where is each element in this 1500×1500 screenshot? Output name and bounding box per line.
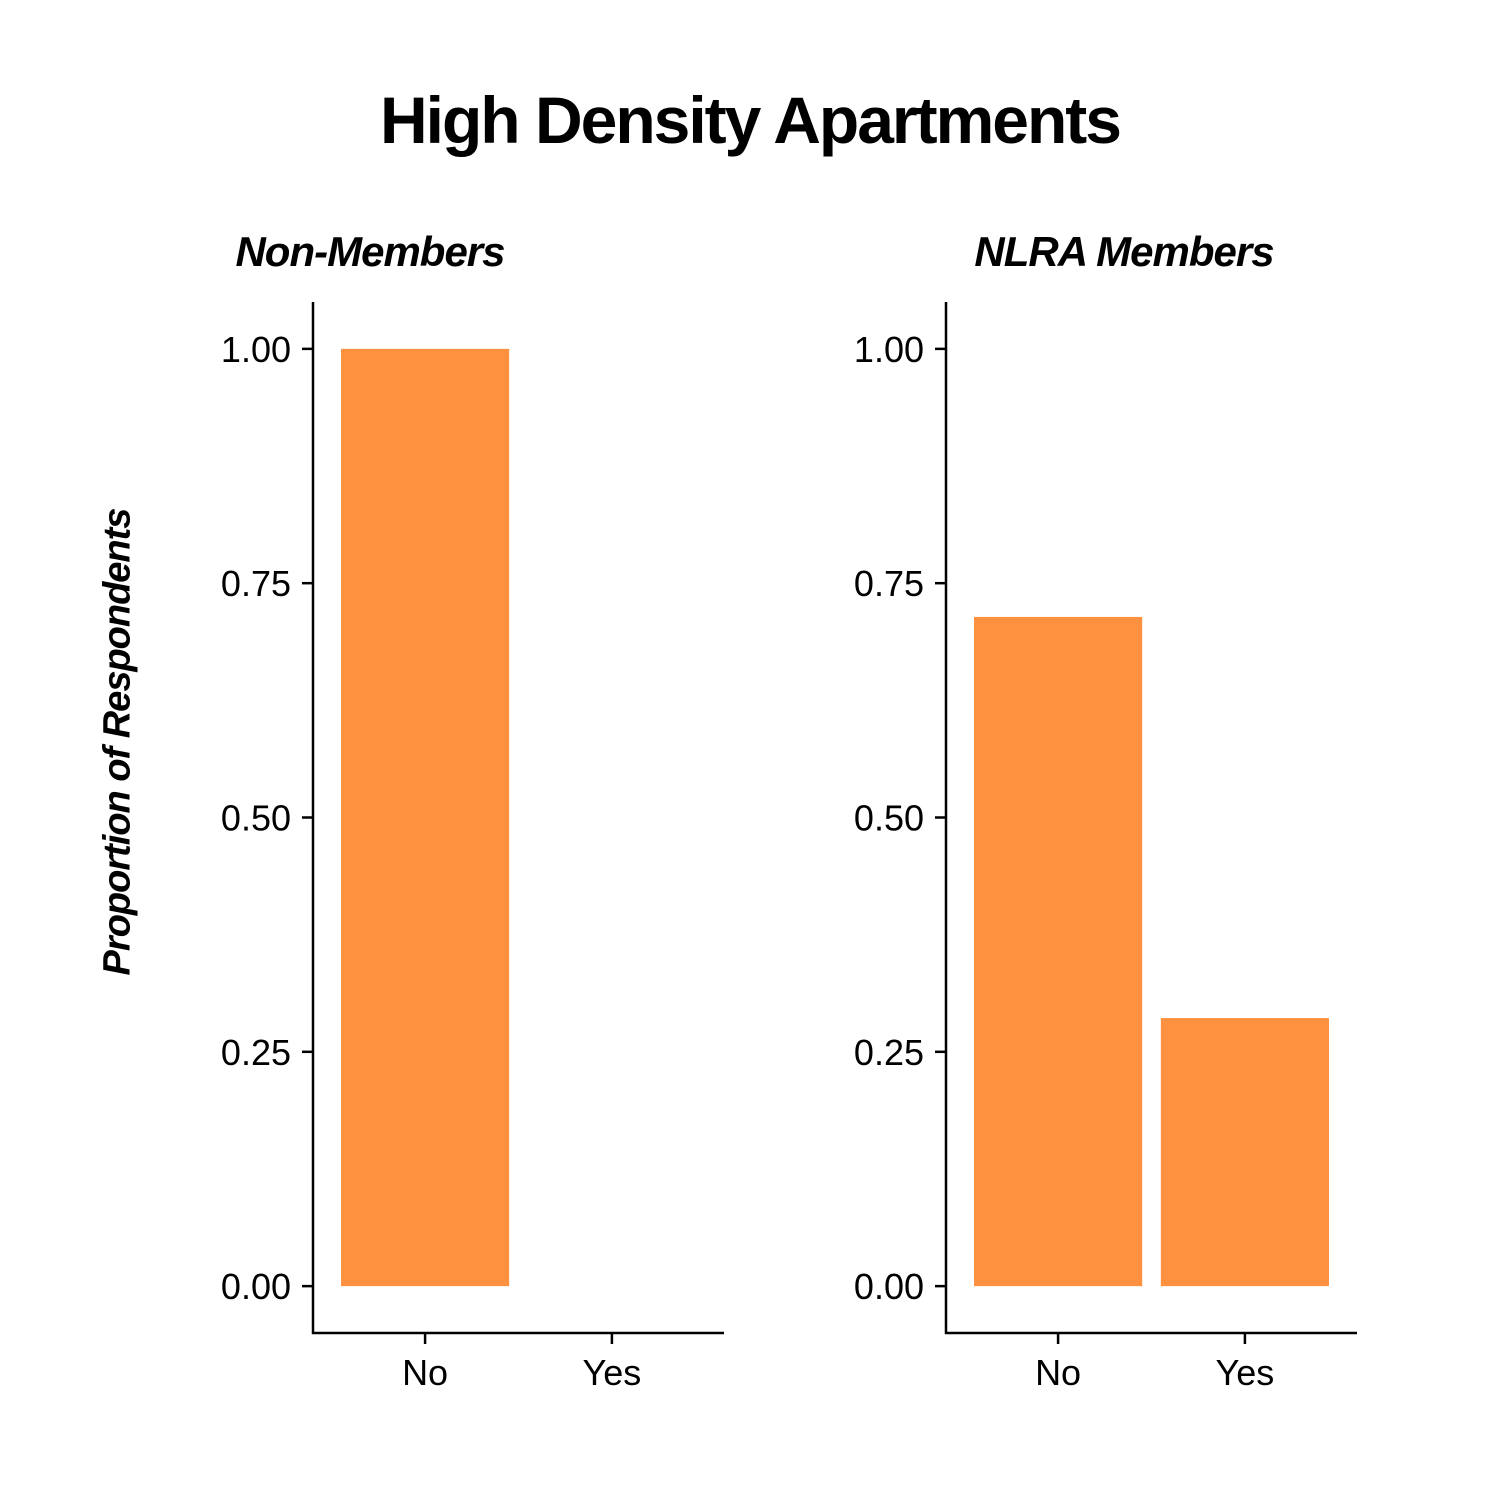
y-tick-label: 0.00 [854, 1266, 924, 1307]
y-tick-label: 0.50 [221, 798, 291, 839]
bar-1-no [341, 348, 510, 1287]
x-tick-label: Yes [1216, 1352, 1275, 1393]
bar-2-no [974, 616, 1143, 1287]
y-tick-label: 0.25 [221, 1032, 291, 1073]
chart-title: High Density Apartments [379, 83, 1122, 157]
y-tick-label: 0.00 [221, 1266, 291, 1307]
bar-2-yes [1160, 1018, 1329, 1287]
x-tick-label: No [402, 1352, 448, 1393]
facet-title-2: NLRA Members [974, 228, 1273, 275]
y-tick-label: 0.75 [221, 563, 291, 604]
y-tick-label: 1.00 [221, 329, 291, 370]
y-tick-label: 0.50 [854, 798, 924, 839]
x-tick-label: Yes [583, 1352, 642, 1393]
y-tick-label: 1.00 [854, 329, 924, 370]
x-tick-label: No [1035, 1352, 1081, 1393]
y-tick-label: 0.25 [854, 1032, 924, 1073]
y-tick-label: 0.75 [854, 563, 924, 604]
facet-title-1: Non-Members [235, 228, 504, 275]
